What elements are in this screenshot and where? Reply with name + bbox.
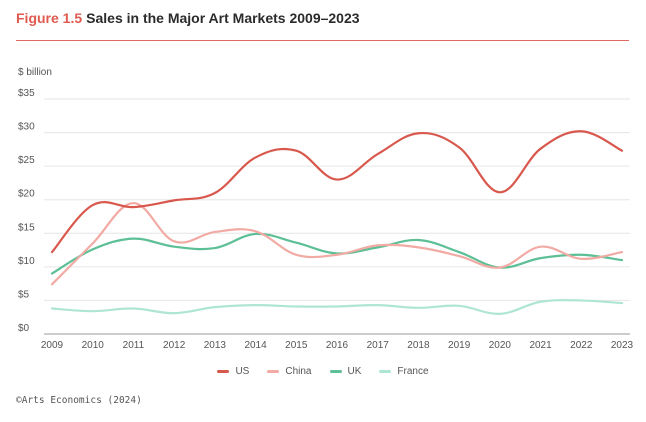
x-tick-label: 2021 <box>529 340 552 351</box>
figure-title: Figure 1.5 Sales in the Major Art Markets… <box>16 10 360 26</box>
x-tick-label: 2022 <box>570 340 593 351</box>
x-tick-label: 2013 <box>204 340 227 351</box>
y-tick-label: $25 <box>18 155 35 166</box>
series-line-china <box>50 201 624 286</box>
x-tick-label: 2017 <box>367 340 390 351</box>
legend-label: China <box>285 366 312 377</box>
series-line-france <box>50 299 624 315</box>
y-tick-label: $15 <box>18 222 35 233</box>
series-line-uk <box>50 232 624 275</box>
x-tick-label: 2023 <box>611 340 634 351</box>
chart-legend: US China UK France <box>0 366 646 377</box>
legend-label: UK <box>347 366 362 377</box>
legend-item-china: China <box>267 366 312 377</box>
x-tick-label: 2011 <box>123 340 145 351</box>
legend-swatch <box>267 370 280 373</box>
legend-swatch <box>217 370 230 373</box>
legend-item-france: France <box>379 366 429 377</box>
x-tick-label: 2012 <box>163 340 186 351</box>
chart-title: Sales in the Major Art Markets 2009–2023 <box>86 10 360 26</box>
x-tick-label: 2018 <box>407 340 430 351</box>
x-tick-label: 2015 <box>285 340 308 351</box>
y-tick-label: $0 <box>18 323 30 334</box>
x-tick-label: 2016 <box>326 340 349 351</box>
y-axis-unit-label: $ billion <box>18 67 52 78</box>
y-tick-label: $35 <box>18 88 35 99</box>
legend-swatch <box>329 370 342 373</box>
x-tick-label: 2014 <box>244 340 267 351</box>
legend-label: France <box>397 366 429 377</box>
x-tick-label: 2009 <box>41 340 64 351</box>
legend-item-us: US <box>217 366 249 377</box>
x-tick-label: 2010 <box>82 340 105 351</box>
series-line-us <box>50 130 624 254</box>
line-chart: $0 $5 $10 $15 $20 $25 $30 $35 2009 2010 2011 2012 20… <box>18 88 634 351</box>
y-tick-label: $5 <box>18 289 30 300</box>
x-tick-label: 2019 <box>448 340 471 351</box>
y-tick-label: $20 <box>18 189 35 200</box>
legend-item-uk: UK <box>329 366 362 377</box>
source-note: ©Arts Economics (2024) <box>16 395 142 406</box>
legend-swatch <box>379 370 392 373</box>
y-tick-label: $10 <box>18 256 35 267</box>
x-tick-label: 2020 <box>489 340 512 351</box>
y-tick-label: $30 <box>18 122 35 133</box>
title-divider <box>16 40 629 41</box>
legend-label: US <box>235 366 250 377</box>
figure-label: Figure 1.5 <box>16 10 83 26</box>
